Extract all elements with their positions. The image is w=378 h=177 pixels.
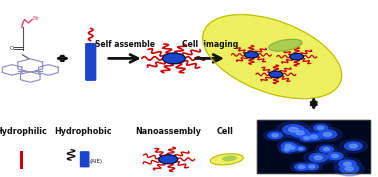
Text: Hydrophilic: Hydrophilic [0, 127, 46, 136]
Ellipse shape [211, 154, 243, 165]
Circle shape [298, 165, 305, 169]
Circle shape [309, 153, 327, 162]
Circle shape [318, 126, 324, 129]
Circle shape [263, 130, 287, 141]
Circle shape [296, 131, 304, 135]
FancyBboxPatch shape [86, 44, 96, 80]
Text: O: O [9, 45, 14, 51]
Bar [257, 120, 370, 173]
Circle shape [304, 136, 310, 139]
Circle shape [320, 146, 333, 152]
Circle shape [306, 133, 322, 140]
Bar [257, 120, 370, 173]
Circle shape [324, 148, 330, 151]
Circle shape [285, 149, 289, 151]
Circle shape [285, 147, 288, 149]
Circle shape [288, 146, 295, 149]
Circle shape [334, 162, 364, 176]
Circle shape [280, 142, 303, 153]
Circle shape [245, 52, 258, 58]
Circle shape [159, 155, 178, 164]
Circle shape [279, 146, 295, 154]
Circle shape [318, 130, 337, 139]
Circle shape [294, 145, 308, 152]
Circle shape [285, 126, 315, 140]
Circle shape [316, 144, 338, 154]
Circle shape [339, 139, 367, 153]
Text: Cell  imaging: Cell imaging [182, 40, 238, 49]
Circle shape [268, 132, 282, 139]
Circle shape [283, 125, 304, 135]
Circle shape [345, 167, 353, 171]
Circle shape [269, 71, 283, 78]
Circle shape [277, 140, 300, 151]
Circle shape [323, 132, 332, 136]
Ellipse shape [269, 39, 302, 51]
Circle shape [350, 144, 357, 148]
Circle shape [291, 129, 309, 137]
Circle shape [305, 164, 319, 170]
Circle shape [304, 151, 333, 164]
Circle shape [281, 142, 295, 149]
Text: Hydrophobic: Hydrophobic [54, 127, 112, 136]
Circle shape [339, 160, 356, 168]
Text: Br: Br [32, 16, 39, 21]
FancyBboxPatch shape [81, 152, 89, 167]
Circle shape [332, 154, 339, 158]
Circle shape [163, 53, 185, 64]
Circle shape [300, 135, 313, 141]
Circle shape [314, 125, 328, 131]
Circle shape [289, 127, 298, 132]
Circle shape [302, 131, 326, 142]
Circle shape [301, 162, 322, 172]
Text: (AIE): (AIE) [90, 159, 103, 164]
Circle shape [280, 145, 292, 151]
Circle shape [310, 123, 332, 133]
Circle shape [290, 162, 313, 172]
Circle shape [314, 156, 322, 160]
Circle shape [313, 127, 342, 141]
Circle shape [296, 147, 305, 151]
Circle shape [272, 134, 278, 137]
Circle shape [282, 147, 292, 152]
Circle shape [334, 158, 361, 170]
Circle shape [276, 122, 310, 138]
Circle shape [345, 142, 362, 150]
Circle shape [296, 133, 317, 143]
Circle shape [285, 144, 299, 151]
Ellipse shape [203, 15, 342, 99]
Circle shape [282, 146, 290, 150]
Circle shape [309, 165, 315, 168]
Circle shape [340, 164, 359, 173]
Text: Cell: Cell [217, 127, 233, 136]
Circle shape [310, 135, 318, 138]
Text: Nanoassembly: Nanoassembly [135, 127, 201, 136]
Text: Self assemble: Self assemble [95, 40, 155, 49]
Circle shape [299, 148, 303, 150]
Circle shape [294, 164, 308, 170]
Circle shape [327, 152, 343, 160]
Ellipse shape [223, 156, 236, 161]
Circle shape [290, 53, 304, 60]
Circle shape [323, 150, 348, 162]
Circle shape [344, 162, 351, 166]
Circle shape [285, 144, 291, 147]
